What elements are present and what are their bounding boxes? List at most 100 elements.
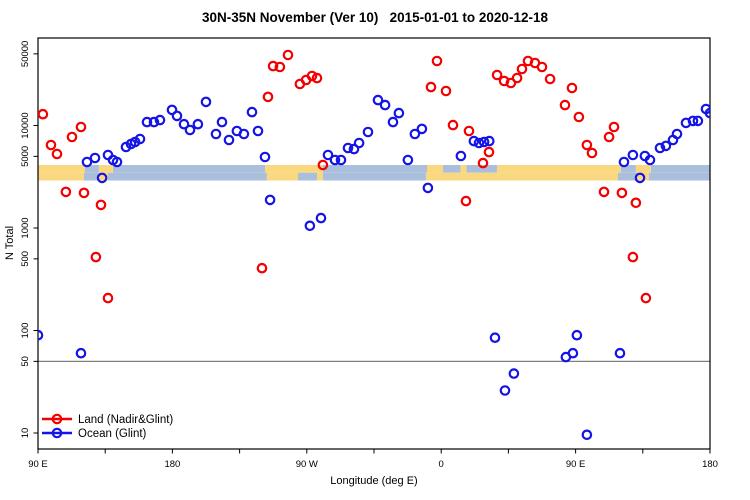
land-point [102, 292, 114, 304]
land-point [262, 91, 274, 103]
data-points [38, 49, 710, 441]
ocean-point [178, 118, 190, 130]
land-point [447, 119, 459, 131]
land-point [460, 195, 472, 207]
y-axis-ticks: 10 50 100 500 1000 5000 10000 50000 [20, 41, 38, 438]
land-point [627, 251, 639, 263]
x-axis-title: Longitude (deg E) [330, 475, 417, 487]
ocean-point [654, 142, 666, 154]
ocean-point [362, 126, 374, 138]
legend-ocean-marker [51, 427, 63, 439]
x-tick-label: 0 [439, 459, 444, 470]
x-tick-label: 180 [164, 459, 180, 470]
ocean-point [409, 128, 421, 140]
strip-land-segment [98, 165, 113, 173]
legend: Land (Nadir&Glint) Ocean (Glint) [42, 413, 173, 440]
ocean-point [246, 106, 258, 118]
ocean-point [634, 172, 646, 184]
ocean-point [102, 149, 114, 161]
ocean-point [567, 347, 579, 359]
land-point [483, 146, 495, 158]
y-tick-label: 500 [20, 251, 31, 267]
land-point [566, 82, 578, 94]
land-point [306, 70, 318, 82]
ocean-point [660, 140, 672, 152]
land-point [95, 199, 107, 211]
strip-ocean-segment [443, 165, 461, 173]
ocean-point [192, 118, 204, 130]
land-point [51, 148, 63, 160]
ocean-point [687, 115, 699, 127]
land-point [616, 187, 628, 199]
ocean-point [166, 104, 178, 116]
land-point [425, 81, 437, 93]
strip-ocean-segment [298, 172, 317, 181]
y-axis-title: N Total [4, 226, 16, 260]
ocean-point [468, 135, 480, 147]
ocean-point [483, 135, 495, 147]
strip-land-segment [266, 172, 298, 181]
ocean-point [422, 182, 434, 194]
strip-ocean-segment [108, 172, 267, 181]
strip-ocean-segment [466, 165, 498, 173]
strip-land-segment [317, 172, 323, 181]
y-tick-label: 5000 [20, 146, 31, 167]
land-point [491, 69, 503, 81]
land-point [505, 77, 517, 89]
ocean-point [216, 116, 228, 128]
ocean-point [75, 347, 87, 359]
ocean-point [111, 156, 123, 168]
strip-ocean-segment [322, 172, 426, 181]
ocean-point [38, 329, 44, 341]
ocean-point [393, 107, 405, 119]
land-point [516, 63, 528, 75]
land-point [75, 121, 87, 133]
plot-title: 30N-35N November (Ver 10) 2015-01-01 to … [202, 10, 548, 25]
strip-ocean-segment [621, 165, 636, 173]
y-tick-label: 10000 [20, 112, 31, 138]
land-point [274, 61, 286, 73]
ocean-point [618, 156, 630, 168]
strip-ocean-segment [85, 165, 99, 173]
plot-frame [37, 37, 711, 450]
strip-land-segment [427, 165, 443, 173]
ocean-point [372, 94, 384, 106]
land-point [60, 186, 72, 198]
ocean-point [671, 128, 683, 140]
x-axis-ticks: 90 E 180 90 W 0 90 E 180 [28, 449, 718, 470]
ocean-point [89, 152, 101, 164]
y-tick-label: 50000 [20, 41, 31, 67]
ocean-point [644, 154, 656, 166]
ocean-point [348, 143, 360, 155]
ocean-point [473, 137, 485, 149]
land-point [511, 72, 523, 84]
ocean-point [508, 368, 520, 379]
strip-ocean-segment [618, 172, 637, 181]
ocean-point [455, 150, 467, 162]
ocean-point [499, 385, 511, 396]
ocean-point [342, 142, 354, 154]
strip-land-segment [265, 165, 323, 173]
land-point [256, 262, 268, 274]
x-tick-label: 90 W [296, 459, 318, 470]
y-tick-label: 50 [20, 356, 31, 367]
ocean-point [581, 429, 593, 441]
land-point [282, 49, 294, 61]
ocean-point [259, 151, 271, 163]
strip-land-segment [460, 165, 467, 173]
ocean-point [353, 137, 365, 149]
land-point [630, 197, 642, 209]
ocean-point [148, 116, 160, 128]
ocean-point [571, 329, 583, 341]
strip-land-segment [38, 172, 84, 181]
x-tick-label: 90 E [566, 459, 586, 470]
x-tick-label: 180 [702, 459, 718, 470]
land-point [440, 85, 452, 97]
ocean-point [171, 110, 183, 122]
land-point [581, 139, 593, 151]
ocean-point [614, 347, 626, 359]
legend-land-marker [51, 413, 63, 425]
ocean-point [238, 128, 250, 140]
